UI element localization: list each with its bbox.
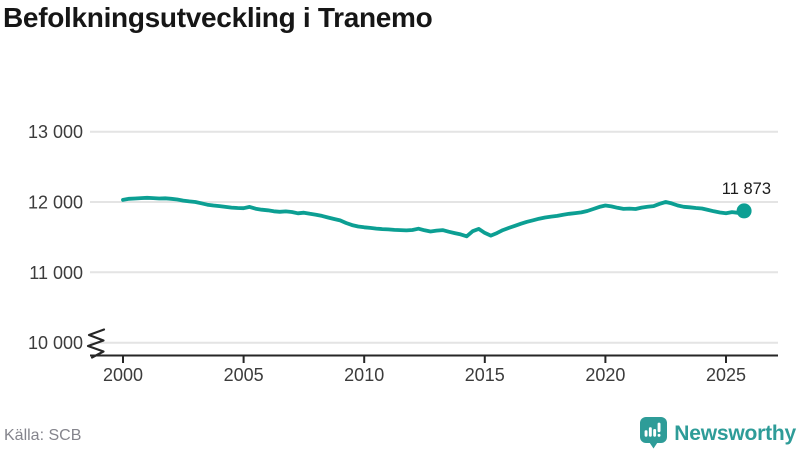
y-tick-label: 10 000 [28,333,83,353]
x-tick-label: 2025 [706,365,746,385]
end-value-label: 11 873 [722,180,771,198]
newsworthy-wordmark: Newsworthy [674,421,796,445]
x-tick-label: 2020 [585,365,625,385]
newsworthy-brand-link[interactable]: Newsworthy [640,417,796,450]
population-line [121,195,746,239]
page-title: Befolkningsutveckling i Tranemo [3,2,433,33]
x-tick-label: 2015 [465,365,505,385]
y-tick-label: 11 000 [29,263,83,283]
x-axis: 2000 2005 2010 2015 2020 2025 [90,354,778,385]
bar-chart-speech-bubble-icon [640,417,668,449]
end-point-marker [736,203,752,219]
y-tick-label: 12 000 [28,193,83,213]
gridlines: 10 000 11 000 12 000 13 000 [28,122,778,353]
x-tick-label: 2005 [224,365,264,385]
y-axis-break-icon [86,328,106,359]
source-credit: Källa: SCB [4,427,82,444]
x-tick-label: 2010 [344,365,384,385]
y-tick-label: 13 000 [28,122,83,142]
x-tick-label: 2000 [103,365,143,385]
